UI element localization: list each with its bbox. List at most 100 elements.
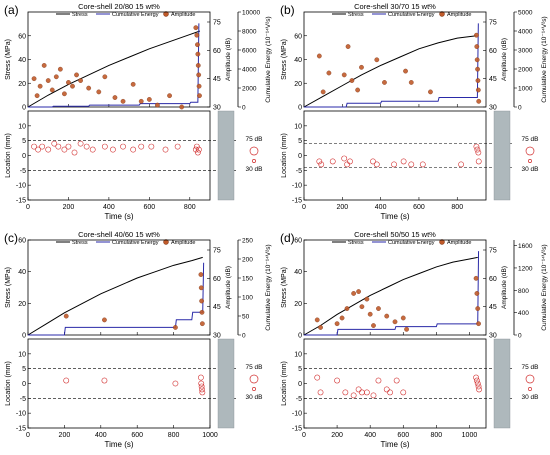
panel-4-amplitude-point xyxy=(371,323,376,328)
panel-2-amplitude-tick-label: 30 xyxy=(489,105,497,112)
panel-4-legend-stress-label: Stress xyxy=(348,240,364,246)
panel-2-location-point xyxy=(373,161,380,168)
panel-3-location-tick-label: -15 xyxy=(16,426,26,433)
panel-2-legend-energy-label: Cumulative Energy xyxy=(388,12,435,18)
panel-1-amplitude-point xyxy=(112,95,118,100)
panel-3-time-axis-label: Time (s) xyxy=(104,440,133,449)
panel-1-energy-curve xyxy=(28,23,200,108)
panel-3-label: (c) xyxy=(4,231,18,245)
panel-4-location-point xyxy=(363,389,370,396)
panel-3-location-tick-label: 10 xyxy=(18,351,26,358)
panel-2-location-point xyxy=(473,143,480,150)
panel-1-time-tick-label: 400 xyxy=(103,204,115,211)
panel-1-amplitude-point xyxy=(57,66,63,72)
panel-2-size-legend-large-circle xyxy=(525,146,535,156)
panel-3-stress-tick-label: 20 xyxy=(18,301,26,308)
panel-3-specimen-image xyxy=(217,338,235,429)
panel-1-amplitude-axis-label: Amplitude (dB) xyxy=(225,38,232,81)
panel-4-amplitude-point xyxy=(344,306,350,311)
panel-4-amplitude-point xyxy=(392,319,398,325)
panel-1-location-point xyxy=(174,143,181,150)
panel-1-time-tick-label: 800 xyxy=(184,204,196,211)
panel-1-stress-tick-label: 60 xyxy=(18,33,26,40)
panel-4-amplitude-point xyxy=(476,321,481,327)
panel-1-amplitude-point xyxy=(195,51,201,57)
panel-2-energy-tick-label: 3000 xyxy=(518,48,533,55)
panel-2-energy-axis-label: Cumulative Energy (10⁻¹⁴V²s) xyxy=(541,16,548,102)
panel-1-label: (a) xyxy=(4,3,19,17)
panel-4-energy-tick-label: 800 xyxy=(518,288,529,295)
panel-1-location-point xyxy=(35,146,42,153)
panel-4-amplitude-tick-label: 60 xyxy=(489,276,497,283)
panel-1-energy-tick-label: 0 xyxy=(242,105,246,112)
panel-2-location-point xyxy=(347,158,353,165)
panel-3-energy-tick-label: 250 xyxy=(242,238,253,245)
panel-4-amplitude-point xyxy=(400,315,406,321)
panel-2-location-point xyxy=(400,158,407,165)
panel-1-amplitude-point xyxy=(194,32,200,38)
panel-4-amplitude-point xyxy=(367,311,373,317)
panel-3-top-plot-frame xyxy=(27,239,211,336)
panel-2-time-axis-label: Time (s) xyxy=(380,212,409,221)
panel-2-location-point xyxy=(370,158,376,165)
panel-2-time-tick-label: 200 xyxy=(336,204,348,211)
panel-1-amplitude-point xyxy=(167,93,172,99)
panel-3-location-point xyxy=(63,377,70,384)
panel-1-amplitude-point xyxy=(179,104,185,110)
panel-2-specimen-image xyxy=(493,110,511,201)
panel-1-amplitude-point xyxy=(66,80,71,85)
panel-3-location-point xyxy=(199,386,205,393)
panel-1-location-point xyxy=(83,143,90,150)
panel-2-stress-tick-label: 40 xyxy=(294,57,302,64)
panel-1-location-point xyxy=(138,143,145,150)
panel-2-time-tick-label: 400 xyxy=(375,204,387,211)
panel-1-legend-energy-label: Cumulative Energy xyxy=(112,12,159,18)
panel-4-title: Core-shell 50/50 15 wt% xyxy=(354,230,436,239)
panel-2-location-tick-label: 0 xyxy=(298,153,302,160)
panel-2-location-tick-label: -5 xyxy=(296,168,302,175)
panel-1-amplitude-point xyxy=(130,81,136,87)
panel-1-stress-tick-label: 0 xyxy=(22,105,26,112)
panel-2-stress-tick-label: 60 xyxy=(294,33,302,40)
panel-1-amplitude-tick-label: 60 xyxy=(213,48,221,55)
panel-4-amplitude-point xyxy=(339,315,345,321)
panel-1-legend-amplitude-marker xyxy=(163,11,169,17)
panel-1-specimen-image xyxy=(217,110,235,201)
panel-4-size-legend-small-circle xyxy=(528,387,532,391)
panel-2-amplitude-axis-label: Amplitude (dB) xyxy=(501,38,508,81)
panel-3-location-point xyxy=(198,380,205,387)
panel-4-size-legend-large-circle xyxy=(525,374,535,384)
panel-1-location-tick-label: -15 xyxy=(16,198,26,205)
panel-1-location-point xyxy=(55,143,62,150)
panel-3-legend-stress-label: Stress xyxy=(72,240,88,246)
panel-1-stress-tick-label: 40 xyxy=(18,57,26,64)
panel-4-amplitude-point xyxy=(314,317,320,323)
panel-1-location-axis-label: Location (mm) xyxy=(5,133,12,178)
panel-3-size-legend-low: 30 dB xyxy=(246,394,263,401)
panel-1-amplitude-point xyxy=(197,93,202,99)
panel-4-amplitude-point xyxy=(359,304,365,310)
panel-2-energy-curve xyxy=(304,23,479,108)
panel-1-amplitude-point xyxy=(74,72,79,78)
panel-3-amplitude-tick-label: 75 xyxy=(213,248,221,255)
panel-2-location-tick-label: -15 xyxy=(292,198,302,205)
panel-2-location-tick-label: 5 xyxy=(298,138,302,145)
panel-2-legend-amplitude-marker xyxy=(439,11,445,17)
panel-4-time-tick-label: 800 xyxy=(431,432,443,439)
panel-2-amplitude-point xyxy=(403,68,408,74)
panel-2-energy-tick-label: 1000 xyxy=(518,86,533,93)
panel-4-location-point xyxy=(342,389,349,396)
panel-3-stress-curve xyxy=(27,256,203,336)
panel-1-energy-tick-label: 8000 xyxy=(242,29,257,36)
panel-4-energy-curve xyxy=(304,251,480,336)
panel-2-amplitude-point xyxy=(475,78,481,83)
panel-1-bottom-plot-frame xyxy=(27,110,211,201)
panel-3-amplitude-point xyxy=(173,325,178,330)
panel-2-location-axis-label: Location (mm) xyxy=(281,133,288,178)
panel-2-location-point xyxy=(391,161,397,168)
panel-3-location-axis-label: Location (mm) xyxy=(5,361,12,406)
panel-1-amplitude-point xyxy=(70,83,75,89)
panel-4-location-point xyxy=(355,386,362,393)
panel-2-amplitude-point xyxy=(320,89,326,95)
